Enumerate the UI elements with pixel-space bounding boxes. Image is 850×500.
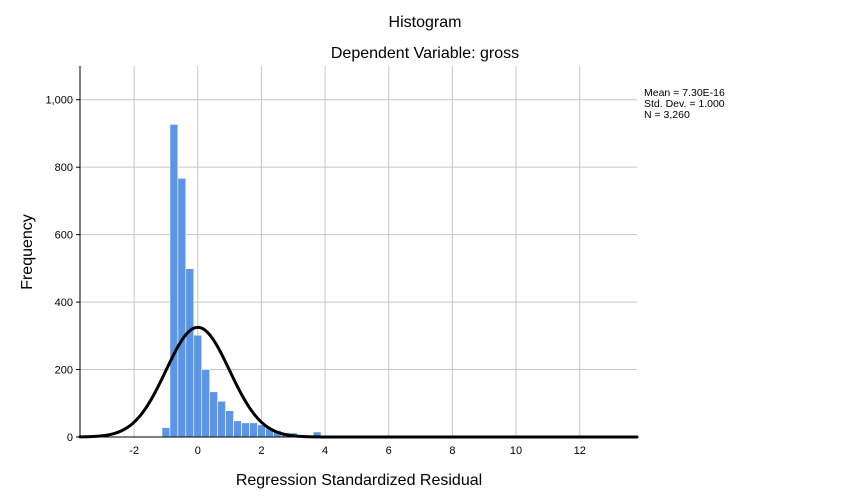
y-tick-label: 600: [55, 230, 73, 242]
y-tick-label: 800: [55, 162, 73, 174]
y-tick-label: 200: [55, 365, 73, 377]
histogram-bar: [241, 422, 250, 438]
x-tick-label: 6: [386, 445, 392, 457]
histogram-bar: [249, 422, 258, 438]
chart-subtitle: Dependent Variable: gross: [331, 45, 519, 62]
x-tick-label: 12: [574, 445, 586, 457]
x-tick-label: 2: [258, 445, 264, 457]
histogram-bar: [201, 369, 211, 438]
histogram-bar: [169, 124, 179, 438]
histogram-bar: [257, 424, 266, 438]
y-tick-label: 400: [55, 297, 73, 309]
x-axis-label: Regression Standardized Residual: [236, 472, 482, 489]
histogram-bar: [233, 420, 242, 438]
stat-mean: Mean = 7.30E-16: [644, 87, 725, 99]
histogram-bars: [161, 124, 600, 438]
x-tick-label: 10: [510, 445, 522, 457]
histogram-bar: [177, 178, 187, 438]
y-axis-label: Frequency: [19, 214, 36, 290]
stat-std-dev: Std. Dev. = 1.000: [644, 98, 725, 110]
chart-title: Histogram: [389, 14, 462, 31]
axes: [76, 66, 637, 438]
histogram-bar: [161, 427, 171, 438]
histogram-bar: [209, 391, 218, 438]
x-tick-label: 0: [195, 445, 201, 457]
y-tick-labels: 0 200 400 600 800 1,000: [45, 95, 73, 444]
y-tick-label: 1,000: [45, 95, 73, 107]
stats-legend: Mean = 7.30E-16 Std. Dev. = 1.000 N = 3,…: [644, 87, 725, 121]
x-tick-label: -2: [129, 445, 139, 457]
histogram-bar: [185, 268, 195, 438]
x-tick-label: 4: [322, 445, 328, 457]
histogram-bar: [225, 410, 234, 438]
normal-curve-group: [78, 325, 639, 439]
histogram-bar: [193, 334, 203, 438]
histogram-bar: [217, 400, 226, 438]
normal-curve: [78, 325, 639, 439]
x-tick-label: 8: [449, 445, 455, 457]
x-tick-labels: -2 0 2 4 6 8 10 12: [129, 445, 586, 457]
stat-n: N = 3,260: [644, 109, 690, 121]
y-tick-label: 0: [67, 432, 73, 444]
gridlines: [80, 66, 637, 437]
